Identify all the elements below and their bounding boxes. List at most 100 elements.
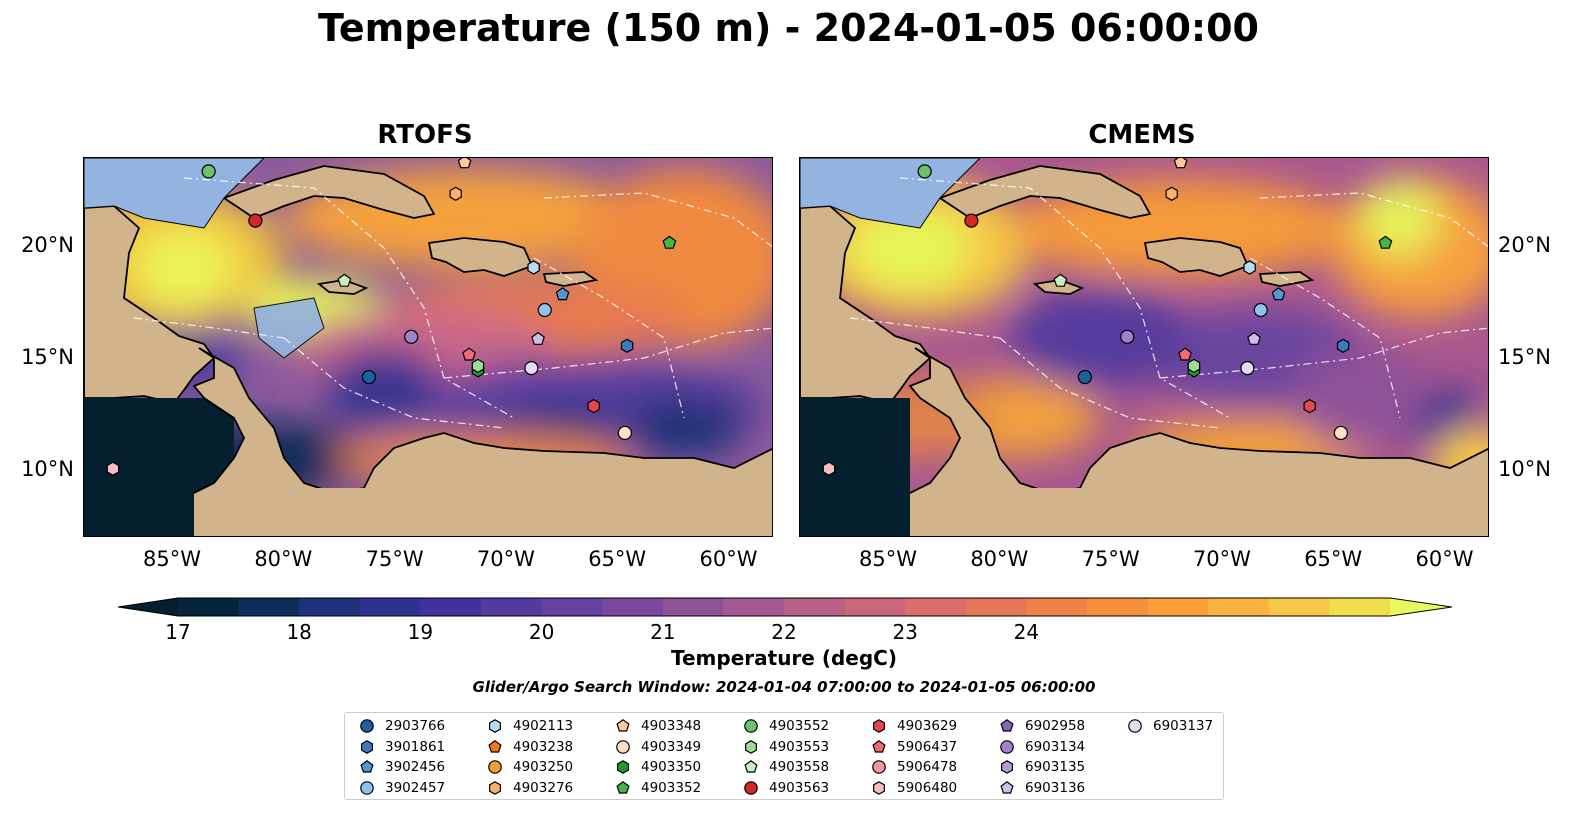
colorbar-cell [359,598,421,616]
legend-item-3902456[interactable]: 3902456 [359,757,445,777]
float-marker-4903558[interactable] [337,273,352,287]
figure-title: Temperature (150 m) - 2024-01-05 06:00:0… [317,6,1259,50]
colorbar-cell [541,598,603,616]
float-marker-4903629[interactable] [1303,398,1316,414]
legend-item-4903238[interactable]: 4903238 [487,737,573,757]
legend-item-5906437[interactable]: 5906437 [871,737,957,757]
legend-item-3901861[interactable]: 3901861 [359,737,445,757]
shelf-water [84,158,325,359]
float-marker-4903553[interactable] [471,358,485,374]
colorbar-cell [965,598,1027,616]
float-marker-4903558[interactable] [1053,273,1068,287]
float-marker-4903552[interactable] [917,164,932,179]
colorbar-cell [481,598,543,616]
float-marker-3901861[interactable] [1336,338,1350,353]
pentagon-marker-icon [1000,780,1014,794]
legend-label: 6903137 [1153,718,1214,734]
legend-item-6903137[interactable]: 6903137 [1127,716,1213,736]
legend-item-3902457[interactable]: 3902457 [359,778,445,798]
legend-item-4903350[interactable]: 4903350 [615,757,701,777]
float-marker-4903348[interactable] [457,158,472,169]
float-marker-4903553[interactable] [1187,358,1201,374]
colorbar-tick: 17 [165,620,191,644]
pentagon-marker-icon [616,719,630,732]
cmems-map[interactable] [799,157,1489,537]
pacific-masked [800,398,910,536]
float-marker-4903276[interactable] [449,186,462,201]
float-marker-3902456[interactable] [555,287,570,301]
rtofs-map[interactable] [83,157,773,537]
legend-item-4903352[interactable]: 4903352 [615,778,701,798]
float-marker-3901861[interactable] [620,338,634,353]
float-marker-6903134[interactable] [1120,329,1135,344]
legend-item-4902113[interactable]: 4902113 [487,716,573,736]
pacific-masked-2 [84,398,194,536]
float-marker-5906437[interactable] [1178,347,1192,361]
legend-item-6903136[interactable]: 6903136 [999,778,1085,798]
legend-item-4903558[interactable]: 4903558 [743,757,829,777]
legend-item-4903629[interactable]: 4903629 [871,716,957,736]
float-marker-4902113[interactable] [527,260,540,275]
legend-label: 4903350 [641,759,702,775]
legend-item-4903552[interactable]: 4903552 [743,716,829,736]
lon-tick: 75°W [365,547,424,571]
float-marker-4903349[interactable] [1333,425,1348,441]
legend-item-6903134[interactable]: 6903134 [999,737,1085,757]
legend-label: 4903553 [769,738,830,755]
float-markers [106,158,677,476]
grid-lines [849,177,1488,429]
float-marker-3902456[interactable] [1271,287,1286,301]
float-marker-4903348[interactable] [1173,158,1188,169]
float-marker-4903276[interactable] [1165,186,1178,201]
rtofs-map-svg [84,158,772,536]
float-marker-4902113[interactable] [1243,260,1256,275]
colorbar-cell [1329,598,1391,616]
legend-item-4903250[interactable]: 4903250 [487,757,573,777]
colorbar [118,597,1452,617]
float-marker-6903137[interactable] [1240,361,1255,376]
float-marker-5906480[interactable] [822,461,836,476]
lat-tick-left: 10°N [21,456,74,481]
float-marker-5906437[interactable] [462,347,476,361]
float-marker-4903352[interactable] [662,235,677,249]
float-marker-3902457[interactable] [1253,302,1268,318]
legend-label: 2903766 [385,718,446,734]
legend-item-4903349[interactable]: 4903349 [615,737,701,757]
legend-item-4903553[interactable]: 4903553 [743,737,829,757]
float-marker-5906480[interactable] [106,461,120,476]
legend-item-5906480[interactable]: 5906480 [871,778,957,798]
legend-item-5906478[interactable]: 5906478 [871,757,957,777]
legend-label: 3902456 [385,759,446,775]
float-marker-6903136[interactable] [531,331,545,345]
float-marker-2903766[interactable] [361,369,377,385]
float-marker-2903766[interactable] [1077,369,1093,385]
colorbar-cell [420,598,482,616]
legend-item-4903563[interactable]: 4903563 [743,778,829,798]
legend-label: 4903552 [769,718,830,734]
colorbar-tick: 23 [892,620,918,644]
float-marker-4903552[interactable] [201,164,216,179]
legend-item-4903348[interactable]: 4903348 [615,716,701,736]
float-marker-3902457[interactable] [537,302,552,318]
float-markers [822,158,1393,476]
land-south-america [244,488,772,536]
float-marker-4903629[interactable] [587,398,600,414]
legend-item-2903766[interactable]: 2903766 [359,716,445,736]
float-marker-4903563[interactable] [964,213,979,228]
float-marker-6903134[interactable] [404,329,419,344]
land-south-america [960,488,1488,536]
float-marker-4903349[interactable] [617,425,632,441]
colorbar-cell [844,598,906,616]
float-marker-6903137[interactable] [524,361,539,376]
float-marker-6903136[interactable] [1247,331,1261,345]
lon-tick: 85°W [859,547,918,571]
float-marker-4903352[interactable] [1378,235,1393,249]
lon-tick: 75°W [1081,547,1140,571]
legend-item-6903135[interactable]: 6903135 [999,757,1085,777]
legend-item-6902958[interactable]: 6902958 [999,716,1085,736]
colorbar-tick: 18 [286,620,312,644]
colorbar-cell [1208,598,1270,616]
legend-label: 4903276 [513,779,574,796]
float-marker-4903563[interactable] [248,213,263,228]
legend-item-4903276[interactable]: 4903276 [487,778,573,798]
